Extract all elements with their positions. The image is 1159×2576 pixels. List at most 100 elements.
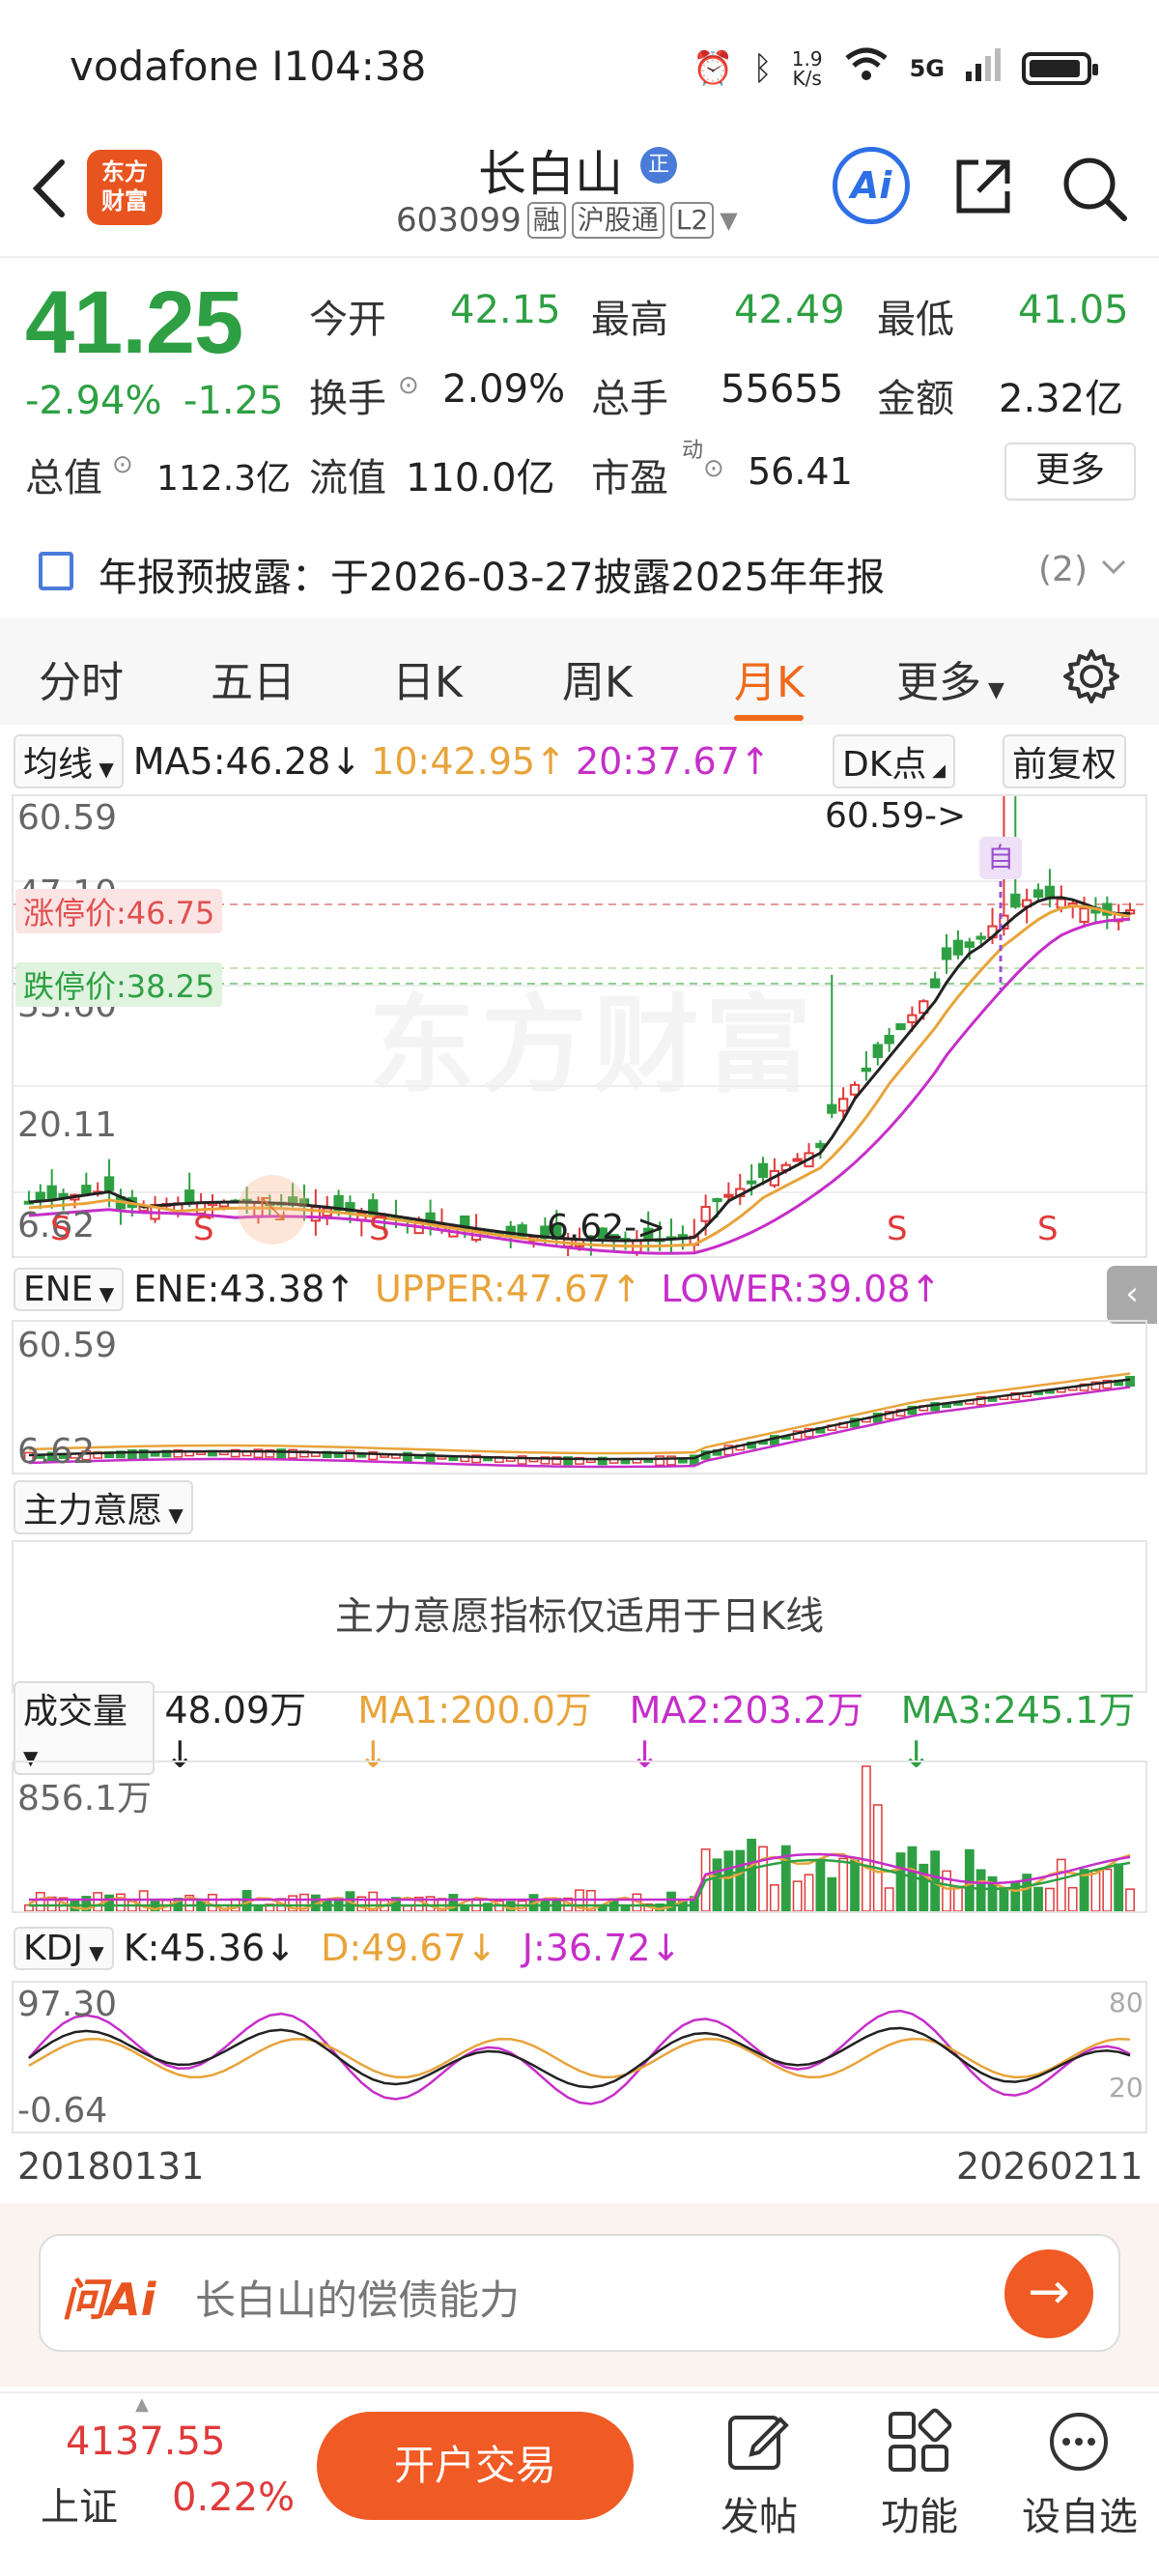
candle-body [907, 1014, 918, 1023]
ask-ai-logo: 问Ai [62, 2274, 156, 2326]
candle-body [975, 935, 986, 940]
index-percent[interactable]: 0.22% [172, 2476, 296, 2520]
high-value: 42.49 [734, 288, 845, 332]
adjust-button[interactable]: 前复权 [1003, 734, 1127, 788]
wifi-icon [842, 44, 890, 92]
volume-bar [792, 1880, 803, 1911]
nav-post[interactable]: 发帖 [721, 2495, 798, 2539]
tab-5day[interactable]: 五日 [211, 658, 296, 707]
ene-upper-value: UPPER:47.67↑ [375, 1268, 642, 1310]
ene-chart[interactable]: 60.59 6.62 [12, 1320, 1147, 1474]
search-icon[interactable] [1060, 155, 1128, 222]
main-kline-chart[interactable]: 东方财富 60.59 47.10 33.60 20.11 6.62 涨停价:46… [12, 794, 1157, 1324]
ma-selector[interactable]: 均线 ▼ [14, 734, 124, 788]
candle-body [792, 1158, 803, 1162]
caret-up-icon[interactable]: ▲ [135, 2394, 149, 2415]
kdj-right-bottom: 20 [1109, 2072, 1144, 2104]
kdj-j-value: J:36.72↓ [522, 1927, 682, 1969]
tab-monthly[interactable]: 月K [734, 658, 805, 707]
volume-selector[interactable]: 成交量 ▼ [14, 1680, 155, 1775]
grid-icon[interactable] [885, 2408, 952, 2476]
kdj-selector[interactable]: KDJ ▼ [14, 1926, 114, 1970]
candle-body [1079, 907, 1089, 924]
volume-bar [827, 1876, 837, 1911]
volume-bar [448, 1894, 459, 1911]
candle-body [1032, 889, 1044, 899]
notice-bar[interactable]: 年报预披露：于2026-03-27披露2025年年报 (2) [0, 527, 1159, 614]
volume-bar [1102, 1868, 1113, 1911]
vol-ma3-line [28, 1858, 1131, 1907]
ene-candle [1125, 1375, 1135, 1388]
candle-body [872, 1044, 883, 1058]
caret-down-icon[interactable]: ▼ [720, 207, 738, 234]
index-name[interactable]: 上证 [41, 2485, 118, 2530]
volume-bar [93, 1892, 103, 1911]
ask-placeholder[interactable]: 长白山的偿债能力 [195, 2276, 521, 2324]
edit-icon[interactable] [724, 2408, 792, 2476]
share-icon[interactable] [951, 155, 1015, 218]
arrow-right-icon[interactable]: → [1004, 2249, 1093, 2338]
ene-lower-value: LOWER:39.08↑ [661, 1268, 942, 1310]
kdj-legend-row: KDJ ▼ K:45.36↓ D:49.67↓ J:36.72↓ [0, 1919, 1159, 1977]
signal-s: S [887, 1210, 908, 1248]
min-note: 6.62-> [547, 1208, 666, 1247]
y-label-bottom: 6.62 [17, 1206, 96, 1245]
candle-body [827, 1103, 837, 1114]
ask-input[interactable] [39, 2234, 1120, 2352]
chevron-left-icon[interactable]: ‹ [1107, 1266, 1157, 1324]
more-quote-button[interactable]: 更多 [1004, 443, 1136, 501]
kdj-k-line [28, 2026, 1131, 2089]
volume-bar [184, 1894, 195, 1911]
low-label: 最低 [877, 298, 954, 342]
signal-s: S [369, 1210, 390, 1248]
ene-candle [81, 1450, 92, 1461]
more-dots-icon[interactable] [1045, 2408, 1113, 2476]
signal-icon [964, 44, 1003, 92]
y-label-4: 20.11 [17, 1105, 118, 1145]
ma20-value: 20:37.67↑ [575, 740, 771, 783]
expand-icon[interactable]: ⤡ [238, 1175, 307, 1245]
tab-daily[interactable]: 日K [392, 658, 463, 707]
candle-body [103, 1176, 115, 1191]
pe-value: 56.41 [748, 450, 853, 493]
back-icon[interactable] [27, 155, 73, 222]
info-icon[interactable]: ⊙ [112, 450, 133, 479]
kdj-chart[interactable]: 97.30 -0.64 80 20 [12, 1981, 1147, 2133]
max-note: 60.59-> [825, 796, 967, 836]
vol-ma2-line [28, 1852, 1131, 1902]
tab-weekly[interactable]: 周K [562, 658, 633, 707]
gear-icon[interactable] [1062, 647, 1120, 705]
float-value: 110.0亿 [406, 456, 555, 501]
volume-bar [253, 1906, 264, 1911]
ene-candle [345, 1449, 355, 1461]
volume-bar [712, 1858, 722, 1911]
ai-button[interactable]: Ai [833, 147, 910, 224]
info-icon[interactable]: ⊙ [398, 371, 419, 400]
volume-bar [735, 1849, 746, 1911]
candle-body [1044, 885, 1056, 898]
tab-more[interactable]: 更多 ▼ [896, 658, 1004, 707]
open-trade-button[interactable]: 开户交易 [317, 2412, 634, 2520]
index-value[interactable]: 4137.55 [66, 2419, 226, 2464]
chevron-down-icon[interactable] [1099, 548, 1128, 590]
stock-code-row: 603099 融 沪股通 L2 ▼ [396, 201, 738, 240]
tag-connect: 沪股通 [571, 202, 664, 239]
zl-selector[interactable]: 主力意愿 ▼ [14, 1480, 193, 1534]
volume-chart[interactable]: 856.1万 [12, 1760, 1147, 1913]
info-icon[interactable]: ⊙ [703, 454, 724, 483]
self-marker[interactable]: 自 [979, 837, 1022, 879]
tab-intraday[interactable]: 分时 [39, 658, 124, 707]
candle-body [837, 1098, 849, 1112]
nav-functions[interactable]: 功能 [881, 2495, 958, 2539]
volume-bar [999, 1886, 1009, 1911]
volume-bar [895, 1852, 906, 1911]
candle-body [81, 1185, 92, 1195]
dk-button[interactable]: DK点 ◢ [833, 734, 955, 788]
carrier-label: vodafone I104:38 [70, 43, 427, 90]
ene-candle [597, 1456, 608, 1466]
volume-value: 48.09万↓ [164, 1688, 307, 1776]
ene-selector[interactable]: ENE ▼ [14, 1267, 125, 1311]
nav-add-watch[interactable]: 设自选 [1022, 2495, 1138, 2539]
ene-candle [1079, 1383, 1089, 1391]
volume-bar [919, 1863, 929, 1911]
